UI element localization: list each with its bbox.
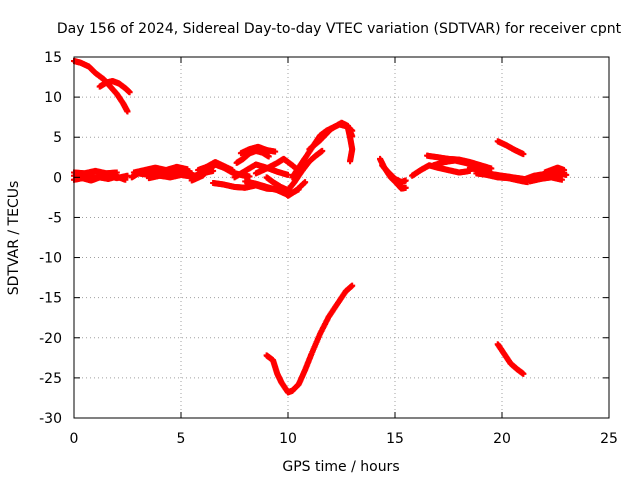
data-series-arc-24 <box>379 162 409 186</box>
y-tick-label: -30 <box>39 411 62 427</box>
y-tick-label: -10 <box>39 251 62 267</box>
y-tick-label: -20 <box>39 331 62 347</box>
data-series-arc-22 <box>263 282 356 396</box>
y-tick-label: 0 <box>53 170 62 186</box>
y-tick-label: -25 <box>39 371 62 387</box>
x-tick-label: 25 <box>600 431 618 447</box>
data-point <box>113 169 120 176</box>
data-point <box>229 167 236 174</box>
data-series-arc-18 <box>274 147 326 194</box>
data-series-arc-10 <box>195 159 236 174</box>
x-axis-label: GPS time / hours <box>282 459 399 475</box>
data-series-arc-30 <box>494 138 527 158</box>
y-tick-label: -15 <box>39 291 62 307</box>
tick-layer: 0 5 10 15 20 25 -30 -25 -20 -15 -10 -5 0 5 10 15 <box>39 50 618 447</box>
x-tick-label: 20 <box>493 431 511 447</box>
data-point <box>122 176 129 183</box>
data-series-arc-32 <box>526 174 565 185</box>
data-point <box>561 167 568 174</box>
data-series-arc-21 <box>344 124 356 165</box>
data-point <box>520 151 527 158</box>
x-tick-label: 15 <box>386 431 404 447</box>
data-point <box>126 89 133 96</box>
data-series-arc-13 <box>237 143 279 157</box>
data-series-arc-34 <box>494 341 527 377</box>
data-point <box>402 177 409 184</box>
data-point <box>349 282 356 289</box>
y-tick-label: 10 <box>44 90 62 106</box>
data-series-arc-2 <box>96 78 133 96</box>
y-tick-label: 15 <box>44 50 62 66</box>
data-point <box>302 179 309 186</box>
x-tick-label: 5 <box>177 431 186 447</box>
data-point <box>520 370 527 377</box>
data-layer <box>71 58 570 396</box>
data-point <box>347 158 354 165</box>
data-point <box>272 148 279 155</box>
y-tick-label: 5 <box>53 130 62 146</box>
data-point <box>563 171 570 178</box>
chart-title: Day 156 of 2024, Sidereal Day-to-day VTE… <box>57 21 622 37</box>
data-point <box>319 147 326 154</box>
data-point <box>184 166 191 173</box>
plot-frame <box>73 56 610 419</box>
x-tick-label: 0 <box>70 431 79 447</box>
data-point <box>246 173 253 180</box>
data-point <box>558 176 565 183</box>
data-point <box>285 171 291 178</box>
grid-layer <box>74 57 609 418</box>
y-tick-label: -5 <box>48 210 62 226</box>
data-series-arc-27 <box>430 157 491 173</box>
x-tick-label: 10 <box>279 431 297 447</box>
data-point <box>265 153 272 160</box>
y-axis-label: SDTVAR / TECUs <box>6 181 22 296</box>
data-point <box>124 108 131 115</box>
data-point <box>402 184 409 191</box>
data-series-arc-33 <box>541 164 568 176</box>
data-point <box>124 172 131 179</box>
data-series-arc-7 <box>130 163 191 176</box>
